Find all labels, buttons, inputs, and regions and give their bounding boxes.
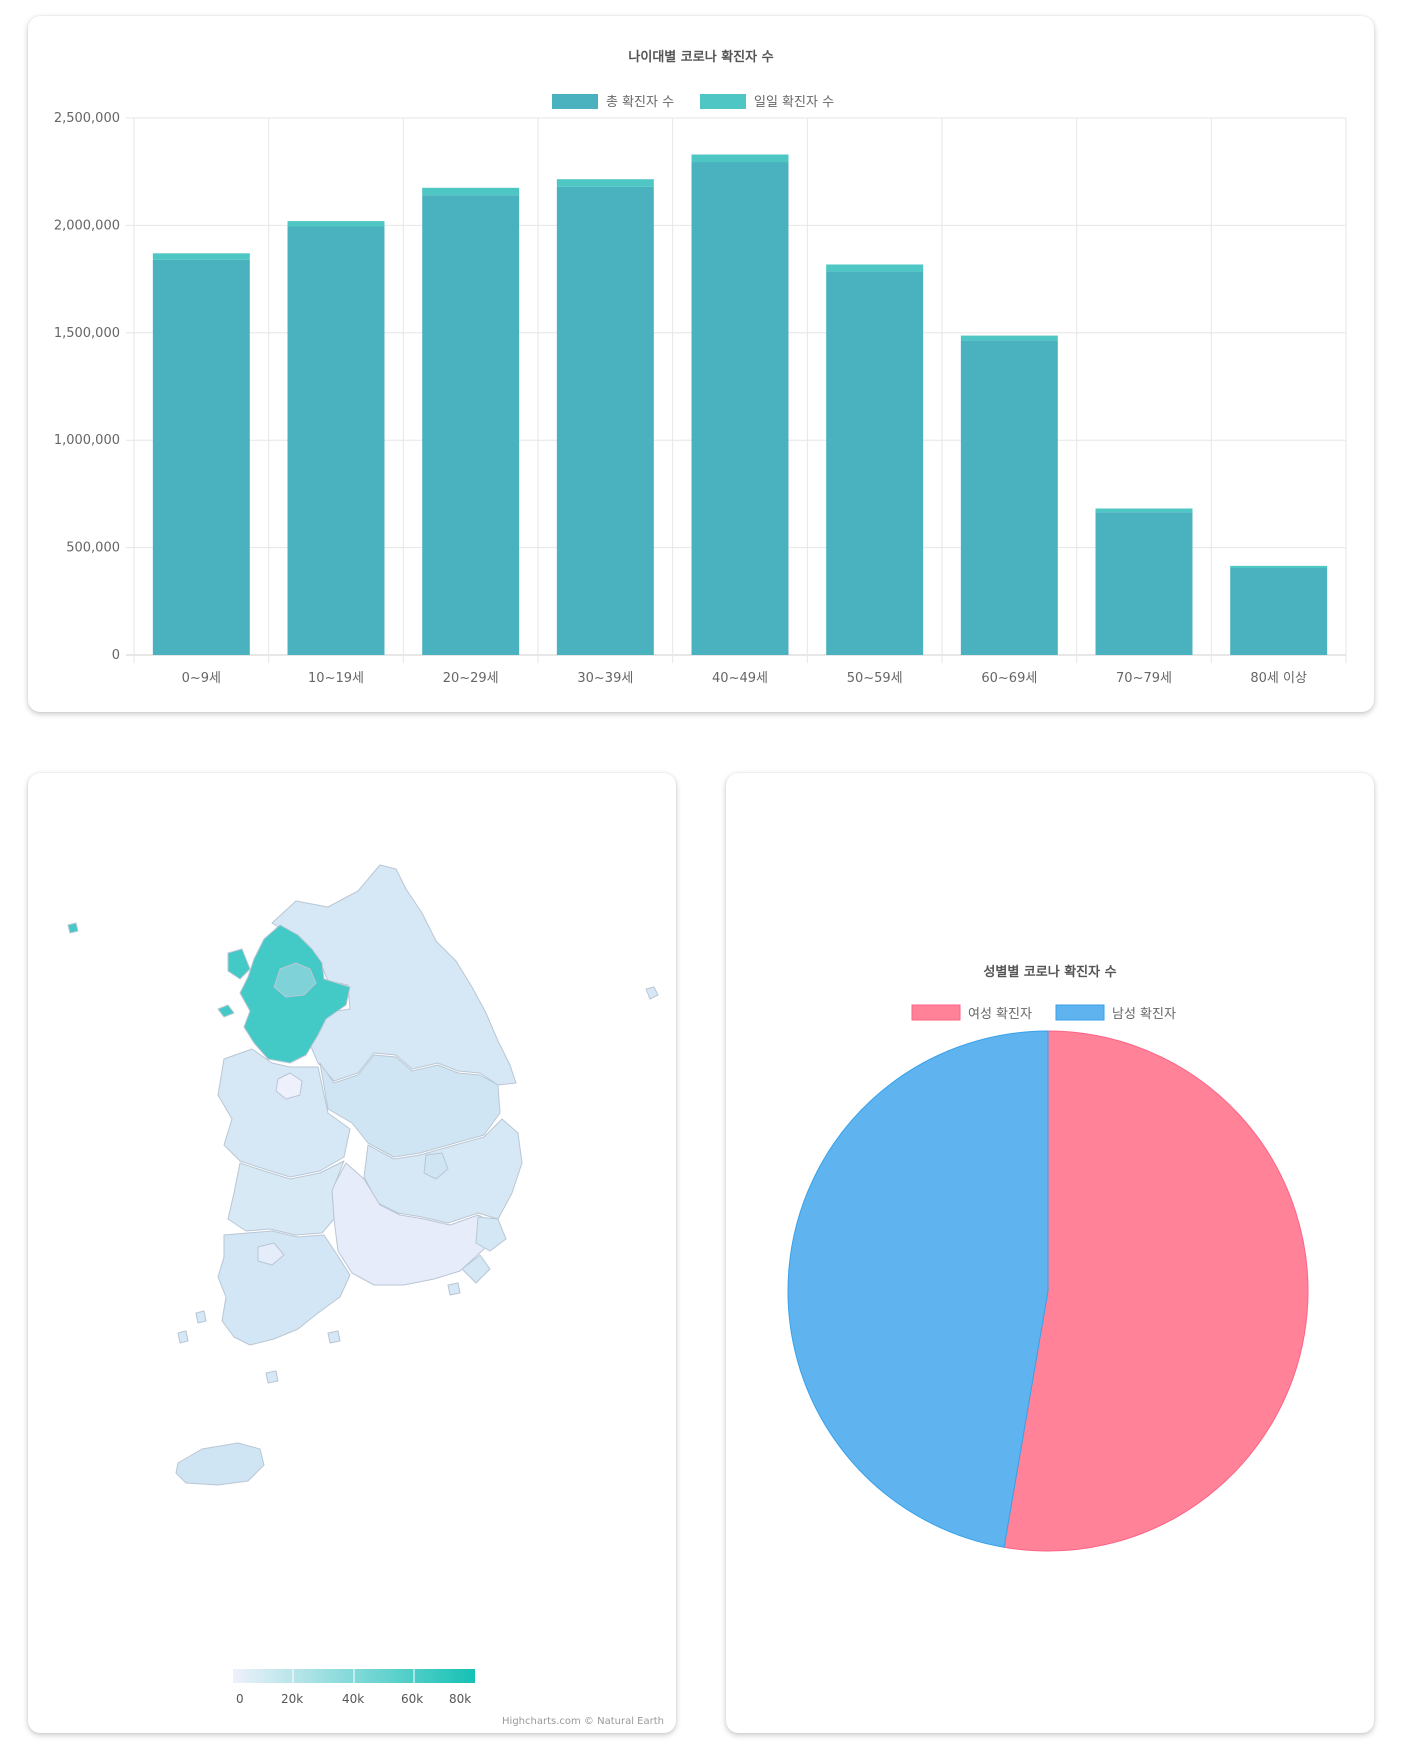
- gender-chart-card: 성별별 코로나 확진자 수 여성 확진자 남성 확진자: [726, 773, 1374, 1733]
- y-tick-label: 1,000,000: [54, 433, 120, 448]
- map-credit[interactable]: Highcharts.com © Natural Earth: [502, 1716, 664, 1727]
- region-jeonbuk[interactable]: [227, 1160, 345, 1236]
- island: [177, 1330, 189, 1344]
- y-tick-label: 0: [112, 648, 120, 663]
- bar-total[interactable]: [960, 340, 1058, 655]
- region-busan[interactable]: [461, 1254, 491, 1284]
- age-bar-chart: 나이대별 코로나 확진자 수 총 확진자 수 일일 확진자 수 0 500,000…: [54, 49, 1347, 686]
- bar-total[interactable]: [1230, 568, 1328, 655]
- legend-label-daily: 일일 확진자 수: [754, 95, 834, 110]
- legend: 총 확진자 수 일일 확진자 수: [552, 94, 834, 110]
- bar-total[interactable]: [556, 186, 654, 655]
- legend-swatch-daily: [700, 94, 746, 109]
- region-gangwon[interactable]: [271, 864, 517, 1086]
- bar-total[interactable]: [691, 162, 789, 655]
- bar-daily[interactable]: [422, 187, 520, 196]
- legend-item-daily[interactable]: 일일 확진자 수: [700, 94, 834, 110]
- region-chungbuk[interactable]: [319, 1054, 501, 1158]
- x-tick-label: 60~69세: [981, 671, 1037, 686]
- color-scale-label: 0: [236, 1692, 244, 1706]
- color-scale-label: 80k: [449, 1692, 471, 1706]
- island: [265, 1370, 279, 1384]
- chart-title: 성별별 코로나 확진자 수: [983, 964, 1116, 980]
- legend-label-total: 총 확진자 수: [606, 95, 674, 110]
- legend-label-male: 남성 확진자: [1112, 1007, 1176, 1022]
- bar-total[interactable]: [152, 259, 250, 655]
- region-daejeon[interactable]: [275, 1072, 303, 1100]
- x-tick-label: 70~79세: [1116, 671, 1172, 686]
- legend-item-male[interactable]: 남성 확진자: [1055, 1004, 1176, 1022]
- color-scale-label: 60k: [401, 1692, 423, 1706]
- x-axis-labels: 0~9세 10~19세 20~29세 30~39세 40~49세 50~59세 60~69세…: [182, 671, 1307, 686]
- bar-daily[interactable]: [826, 264, 924, 272]
- bar-daily[interactable]: [556, 179, 654, 187]
- incheon-island: [217, 1004, 235, 1018]
- region-gwangju[interactable]: [257, 1242, 285, 1266]
- gender-pie-chart: 성별별 코로나 확진자 수 여성 확진자 남성 확진자: [787, 964, 1309, 1552]
- island: [195, 1310, 207, 1324]
- ulleungdo-island: [645, 986, 659, 1000]
- bar-daily[interactable]: [152, 253, 250, 260]
- bars: [152, 154, 1328, 655]
- incheon-island: [67, 922, 79, 934]
- bar-total[interactable]: [826, 271, 924, 655]
- region-incheon[interactable]: [227, 948, 251, 980]
- bar-daily[interactable]: [1095, 508, 1193, 513]
- color-scale-label: 20k: [281, 1692, 303, 1706]
- region-seoul[interactable]: [273, 962, 317, 998]
- bar-total[interactable]: [422, 195, 520, 655]
- x-tick-label: 0~9세: [182, 671, 221, 686]
- y-tick-label: 1,500,000: [54, 326, 120, 341]
- region-ulsan[interactable]: [475, 1216, 507, 1252]
- y-axis-labels: 0 500,000 1,000,000 1,500,000 2,000,000 2,500…: [54, 111, 120, 663]
- color-scale: 0 20k 40k 60k 80k: [233, 1669, 475, 1706]
- x-tick-label: 30~39세: [577, 671, 633, 686]
- bar-total[interactable]: [1095, 512, 1193, 655]
- y-tick-label: 2,500,000: [54, 111, 120, 126]
- legend-swatch-female: [911, 1004, 961, 1021]
- legend-swatch-male: [1055, 1004, 1105, 1021]
- region-jeonnam[interactable]: [217, 1230, 351, 1346]
- pie-slice-male[interactable]: [787, 1030, 1049, 1548]
- x-tick-label: 10~19세: [308, 671, 364, 686]
- x-tick-label: 80세 이상: [1250, 671, 1307, 686]
- chart-title: 나이대별 코로나 확진자 수: [628, 49, 773, 65]
- legend-label-female: 여성 확진자: [968, 1007, 1032, 1022]
- legend-swatch-total: [552, 94, 598, 109]
- x-tick-label: 50~59세: [847, 671, 903, 686]
- bar-daily[interactable]: [1230, 565, 1328, 569]
- region-chungnam[interactable]: [217, 1048, 351, 1178]
- x-tick-label: 40~49세: [712, 671, 768, 686]
- age-chart-card: 나이대별 코로나 확진자 수 총 확진자 수 일일 확진자 수 0 500,000…: [28, 16, 1374, 712]
- y-tick-label: 2,000,000: [54, 218, 120, 233]
- y-tick-label: 500,000: [66, 541, 120, 556]
- island: [327, 1330, 341, 1344]
- legend-item-female[interactable]: 여성 확진자: [911, 1004, 1032, 1022]
- korea-choropleth-map: 0 20k 40k 60k 80k: [67, 864, 659, 1706]
- region-jeju[interactable]: [175, 1442, 265, 1486]
- korea-map-card: 0 20k 40k 60k 80k Highcharts.com © Natur…: [28, 773, 676, 1733]
- bar-daily[interactable]: [287, 221, 385, 227]
- region-daegu[interactable]: [423, 1152, 449, 1180]
- bar-daily[interactable]: [691, 154, 789, 163]
- color-scale-label: 40k: [342, 1692, 364, 1706]
- pie-slices: [787, 1030, 1309, 1552]
- region-gyeongnam[interactable]: [331, 1162, 495, 1286]
- legend-item-total[interactable]: 총 확진자 수: [552, 94, 674, 110]
- bar-total[interactable]: [287, 226, 385, 655]
- x-tick-label: 20~29세: [443, 671, 499, 686]
- pie-slice-female[interactable]: [1003, 1030, 1309, 1552]
- island: [447, 1282, 461, 1296]
- bar-daily[interactable]: [960, 335, 1058, 341]
- legend: 여성 확진자 남성 확진자: [911, 1004, 1176, 1022]
